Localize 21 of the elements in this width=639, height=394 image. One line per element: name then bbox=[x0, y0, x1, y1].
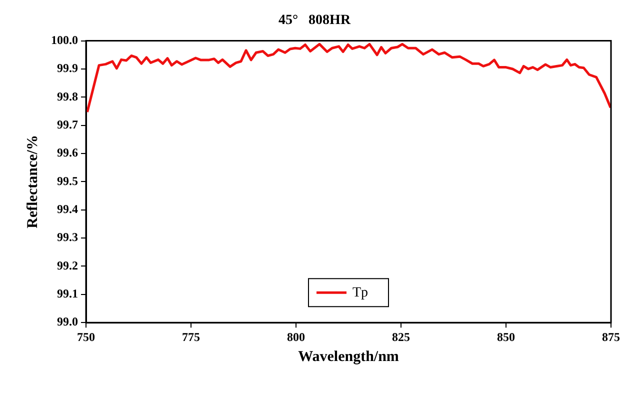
x-tick-label: 875 bbox=[602, 330, 620, 344]
x-tick-label: 850 bbox=[497, 330, 515, 344]
y-tick-label: 99.5 bbox=[57, 174, 78, 188]
y-tick-label: 99.6 bbox=[57, 146, 78, 160]
y-tick-label: 99.8 bbox=[57, 89, 78, 104]
legend-label: Tp bbox=[352, 285, 368, 300]
y-axis-title: Reflectance/% bbox=[24, 135, 41, 228]
y-tick-label: 99.4 bbox=[57, 202, 78, 216]
y-tick-label: 99.2 bbox=[57, 258, 78, 272]
x-tick-label: 800 bbox=[287, 330, 305, 344]
x-axis-title: Wavelength/nm bbox=[298, 348, 400, 365]
y-tick-label: 100.0 bbox=[51, 32, 78, 47]
chart-title: 45° 808HR bbox=[278, 13, 352, 28]
y-tick-label: 99.3 bbox=[57, 230, 78, 244]
y-tick-label: 99.1 bbox=[57, 286, 78, 301]
y-tick-label: 99.9 bbox=[57, 61, 78, 76]
x-tick-label: 775 bbox=[182, 330, 200, 344]
x-tick-label: 825 bbox=[392, 330, 410, 344]
y-tick-label: 99.7 bbox=[57, 117, 78, 132]
y-tick-label: 99.0 bbox=[57, 314, 78, 329]
x-tick-label: 750 bbox=[77, 330, 95, 344]
